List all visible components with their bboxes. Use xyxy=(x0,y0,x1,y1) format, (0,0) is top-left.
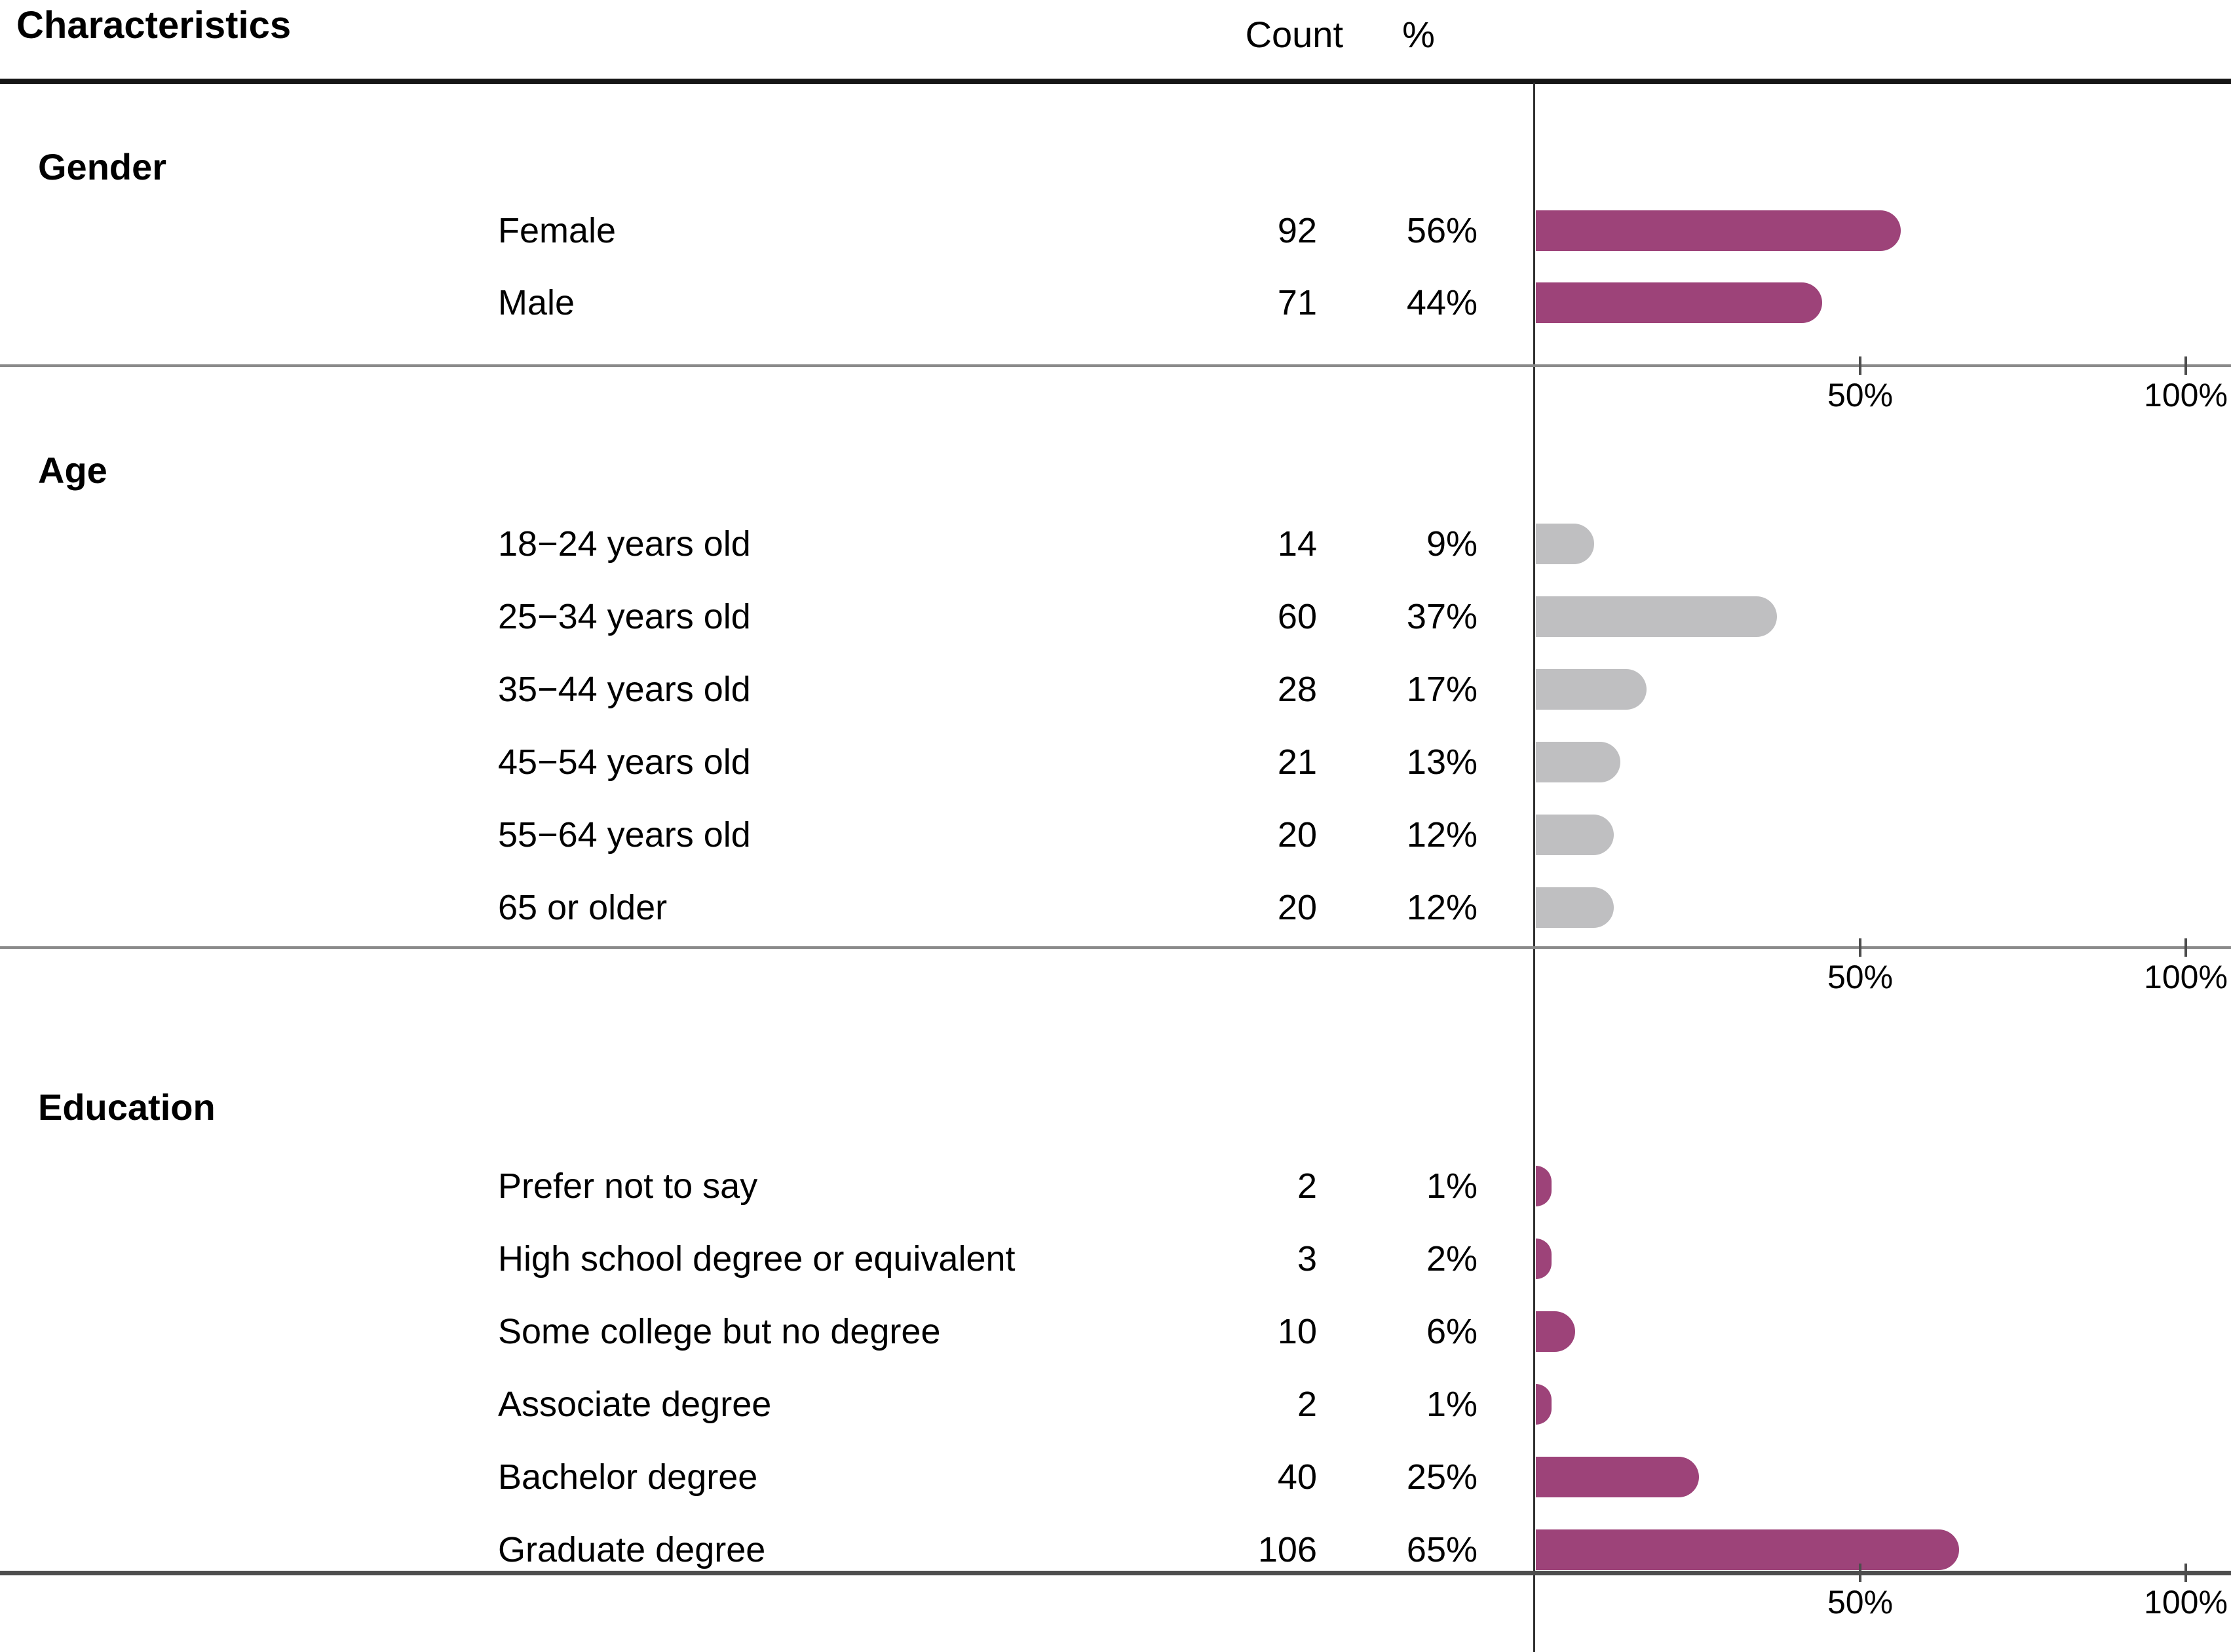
table-bottom-rule xyxy=(0,1571,2231,1575)
row-label: High school degree or equivalent xyxy=(498,1239,1016,1278)
row-count: 106 xyxy=(1257,1530,1317,1569)
percent-bar xyxy=(1536,1166,1552,1206)
row-label: 55−64 years old xyxy=(498,815,751,855)
axis-tick-label: 50% xyxy=(1827,959,1894,995)
row-count: 28 xyxy=(1277,670,1317,709)
section-heading-education: Education xyxy=(38,1086,216,1128)
row-label: Male xyxy=(498,283,575,322)
row-count: 14 xyxy=(1277,524,1317,564)
section-heading-age: Age xyxy=(38,450,107,491)
row-count: 40 xyxy=(1277,1457,1317,1497)
row-label: Some college but no degree xyxy=(498,1312,941,1351)
percent-bar xyxy=(1536,1311,1575,1352)
row-label: Bachelor degree xyxy=(498,1457,758,1497)
percent-bar xyxy=(1536,742,1620,782)
percent-bar xyxy=(1536,1239,1552,1279)
column-header-count: Count xyxy=(1245,14,1343,55)
row-percent: 25% xyxy=(1406,1457,1478,1497)
row-count: 2 xyxy=(1297,1385,1317,1424)
axis-tick xyxy=(2184,356,2187,375)
row-label: 25−34 years old xyxy=(498,597,751,636)
row-label: Graduate degree xyxy=(498,1530,766,1569)
axis-tick-label: 50% xyxy=(1827,1584,1894,1621)
row-label: 18−24 years old xyxy=(498,524,751,564)
table-title: Characteristics xyxy=(16,4,292,47)
percent-bar xyxy=(1536,815,1614,855)
axis-tick-label: 100% xyxy=(2144,377,2228,413)
axis-tick-label: 100% xyxy=(2144,1584,2228,1621)
row-label: 65 or older xyxy=(498,888,668,927)
row-percent: 13% xyxy=(1406,742,1478,782)
axis-tick-label: 100% xyxy=(2144,959,2228,995)
row-count: 2 xyxy=(1297,1166,1317,1206)
row-percent: 1% xyxy=(1426,1166,1478,1206)
percent-bar xyxy=(1536,282,1822,323)
percent-bar xyxy=(1536,669,1647,710)
chart-baseline-axis xyxy=(1533,83,1535,1652)
row-count: 21 xyxy=(1277,742,1317,782)
row-count: 60 xyxy=(1277,597,1317,636)
row-label: Associate degree xyxy=(498,1385,772,1424)
row-label: 35−44 years old xyxy=(498,670,751,709)
row-percent: 44% xyxy=(1406,283,1478,322)
row-percent: 65% xyxy=(1406,1530,1478,1569)
row-percent: 17% xyxy=(1406,670,1478,709)
row-percent: 12% xyxy=(1406,815,1478,855)
axis-tick xyxy=(2184,938,2187,957)
row-percent: 12% xyxy=(1406,888,1478,927)
row-percent: 1% xyxy=(1426,1385,1478,1424)
row-percent: 9% xyxy=(1426,524,1478,564)
row-percent: 2% xyxy=(1426,1239,1478,1278)
percent-bar xyxy=(1536,1529,1959,1570)
row-percent: 37% xyxy=(1406,597,1478,636)
row-count: 20 xyxy=(1277,815,1317,855)
section-axis-line xyxy=(0,364,2231,367)
row-count: 10 xyxy=(1277,1312,1317,1351)
section-heading-gender: Gender xyxy=(38,146,167,187)
row-count: 20 xyxy=(1277,888,1317,927)
percent-bar xyxy=(1536,524,1594,564)
axis-tick xyxy=(1859,356,1861,375)
axis-tick xyxy=(1859,938,1861,957)
percent-bar xyxy=(1536,596,1777,637)
row-count: 3 xyxy=(1297,1239,1317,1278)
row-count: 92 xyxy=(1277,211,1317,250)
percent-bar xyxy=(1536,1457,1699,1497)
row-count: 71 xyxy=(1277,283,1317,322)
axis-tick-label: 50% xyxy=(1827,377,1894,413)
percent-bar xyxy=(1536,1384,1552,1425)
column-header-percent: % xyxy=(1402,14,1435,55)
section-axis-line xyxy=(0,946,2231,949)
row-label: 45−54 years old xyxy=(498,742,751,782)
header-rule xyxy=(0,79,2231,84)
row-label: Prefer not to say xyxy=(498,1166,758,1206)
percent-bar xyxy=(1536,887,1614,928)
row-label: Female xyxy=(498,211,617,250)
axis-tick xyxy=(1859,1564,1861,1582)
row-percent: 6% xyxy=(1426,1312,1478,1351)
row-percent: 56% xyxy=(1406,211,1478,250)
percent-bar xyxy=(1536,210,1901,251)
axis-tick xyxy=(2184,1564,2187,1582)
